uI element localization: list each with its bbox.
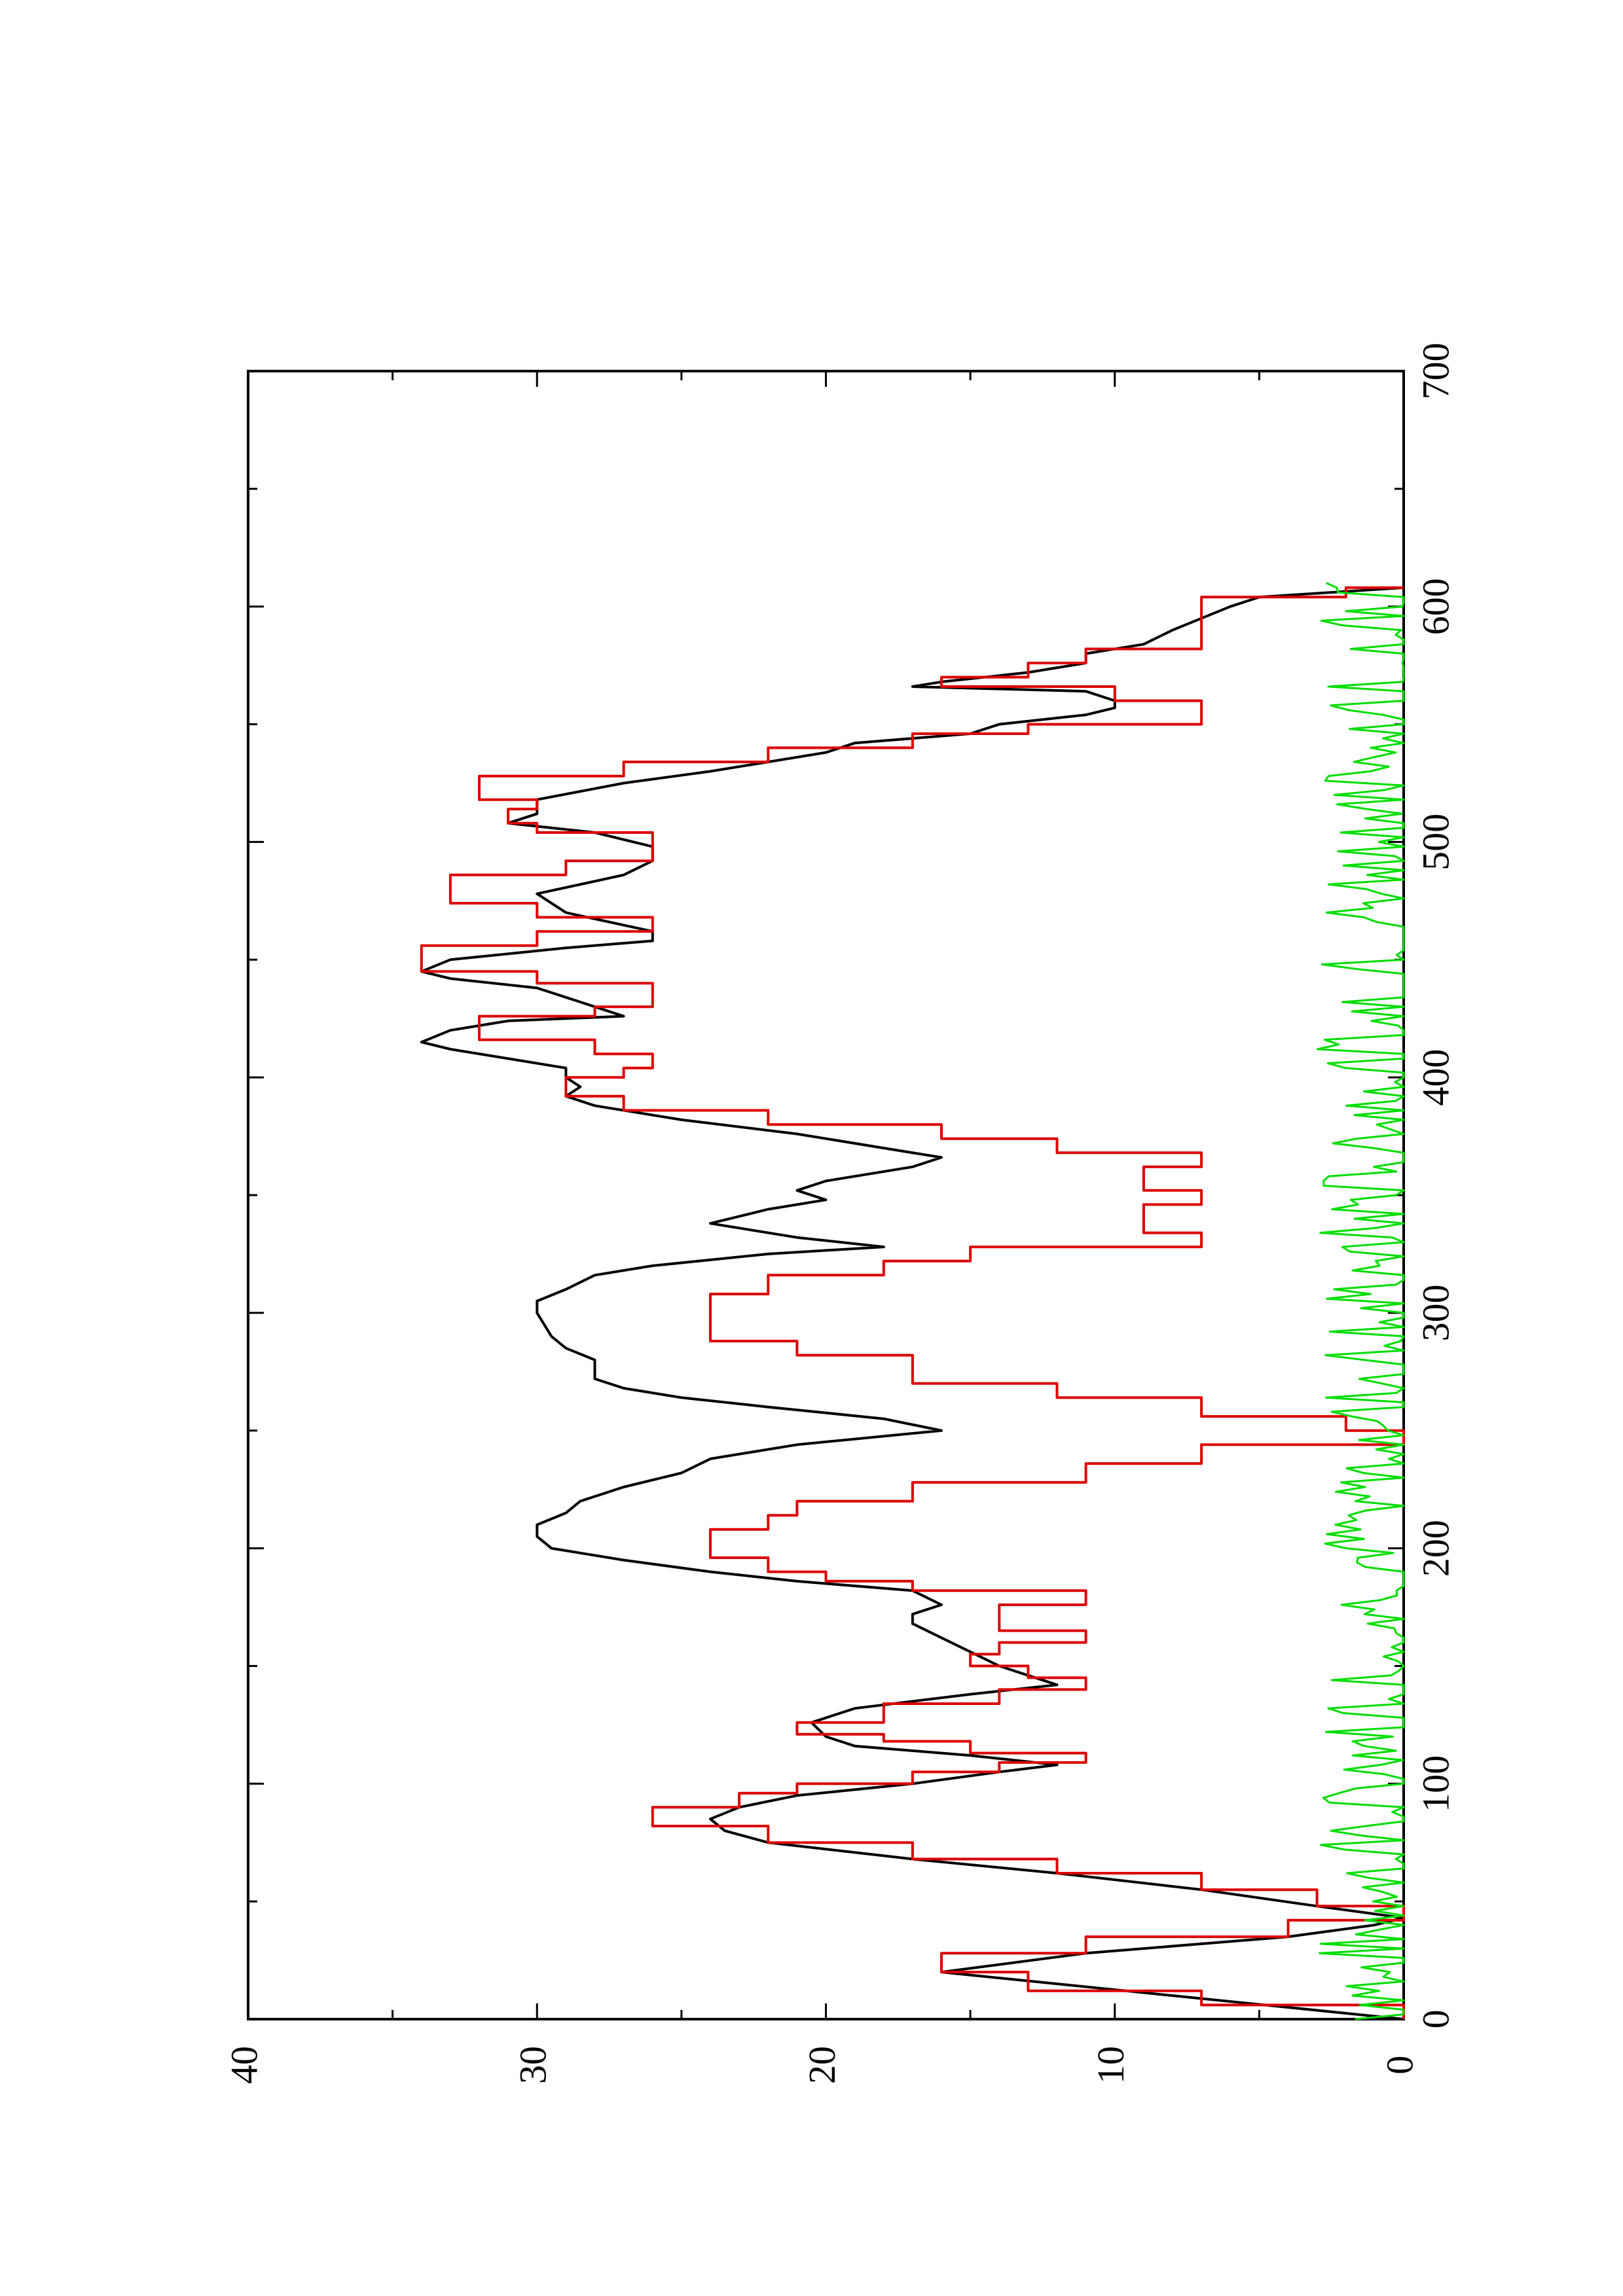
series-line-3	[1316, 582, 1405, 2020]
x-tick-label: 500	[1414, 814, 1457, 870]
series-line-2	[420, 586, 1405, 2019]
y-tick-label: 40	[223, 2046, 265, 2084]
series-line-1	[420, 586, 1405, 2020]
x-tick-label: 200	[1414, 1520, 1457, 1577]
axis-tick-labels: 0 100 200 300 400 500 600 700 0 10 20 30 40	[223, 343, 1457, 2085]
x-tick-label: 400	[1414, 1049, 1457, 1106]
x-tick-label: 700	[1414, 343, 1457, 400]
plot-frame	[247, 370, 1405, 2020]
y-tick-label: 20	[801, 2046, 843, 2084]
axis-ticks	[247, 370, 1405, 2020]
x-tick-label: 300	[1414, 1284, 1457, 1341]
series-layer	[420, 582, 1405, 2020]
x-tick-label: 600	[1414, 578, 1457, 635]
y-tick-label: 30	[512, 2046, 555, 2084]
x-tick-label: 100	[1414, 1755, 1457, 1812]
y-tick-label: 0	[1378, 2056, 1421, 2075]
y-tick-label: 10	[1089, 2046, 1132, 2084]
x-tick-label: 0	[1414, 2010, 1457, 2029]
